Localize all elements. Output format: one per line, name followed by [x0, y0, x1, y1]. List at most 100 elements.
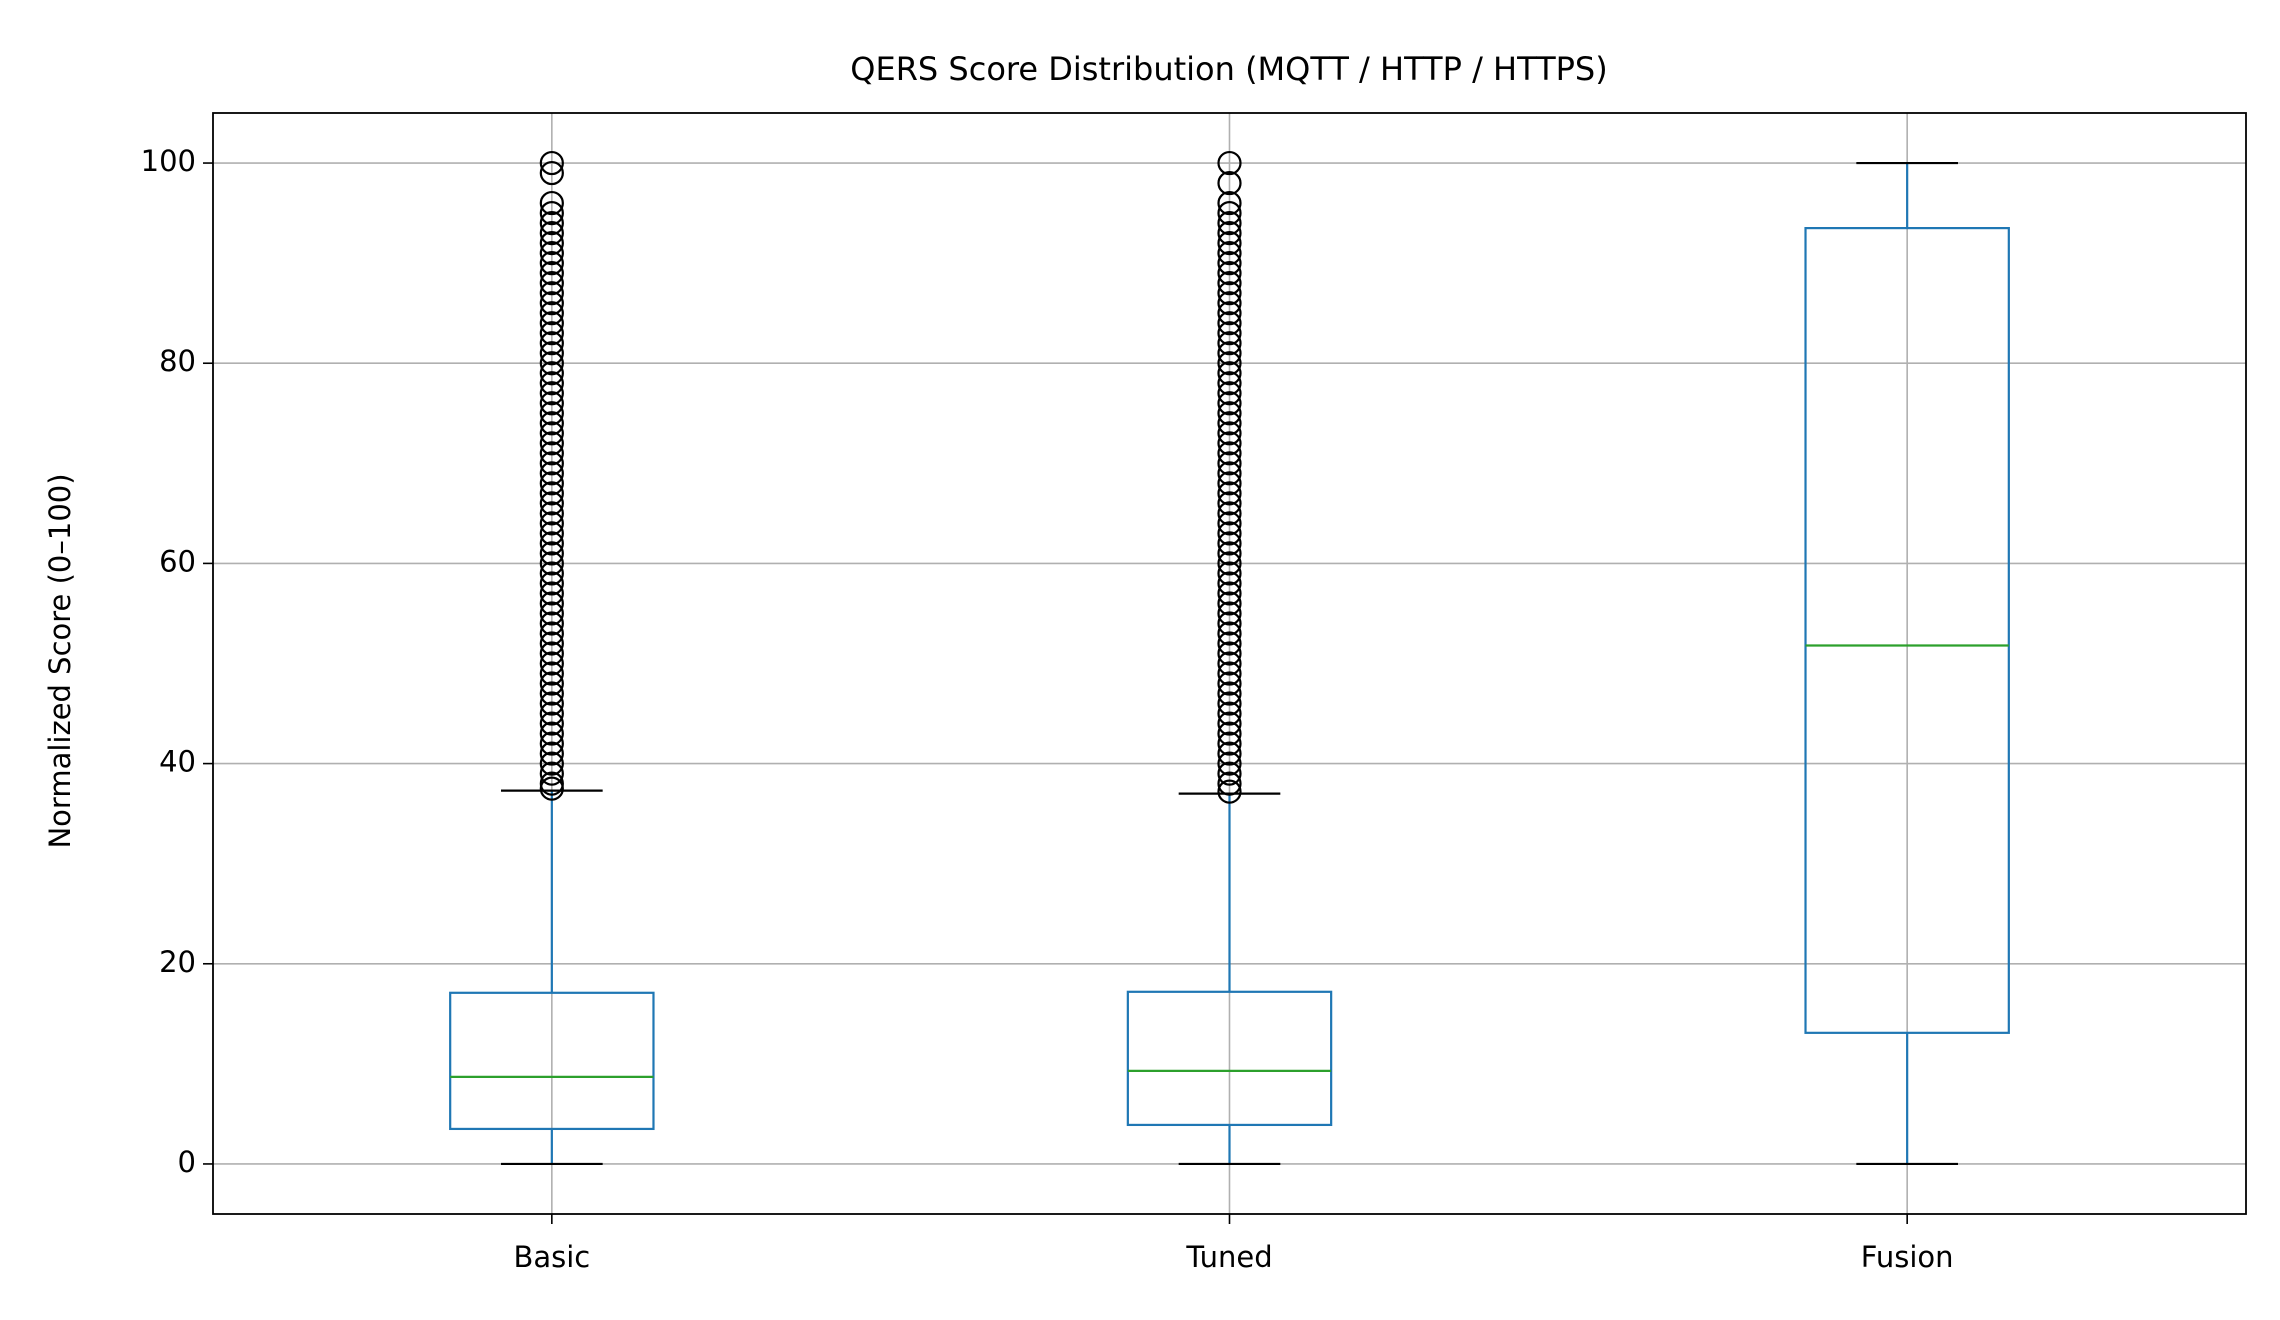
outlier	[539, 621, 564, 646]
y-tick-label: 40	[159, 745, 196, 779]
outlier	[539, 551, 564, 576]
outlier	[539, 311, 564, 336]
outlier	[1217, 381, 1242, 406]
outlier	[539, 251, 564, 276]
outlier	[1217, 581, 1242, 606]
outlier	[1217, 431, 1242, 456]
outlier	[1217, 741, 1242, 766]
x-tick-label: Fusion	[1861, 1240, 1954, 1274]
outlier	[539, 691, 564, 716]
outlier	[539, 241, 564, 266]
outlier	[539, 341, 564, 366]
outlier	[539, 541, 564, 566]
outlier	[539, 221, 564, 246]
outlier	[1217, 211, 1242, 236]
outlier	[1217, 401, 1242, 426]
outlier	[539, 721, 564, 746]
outlier	[1217, 681, 1242, 706]
outlier	[539, 421, 564, 446]
outlier	[539, 481, 564, 506]
outlier	[1217, 461, 1242, 486]
outlier	[1217, 711, 1242, 736]
outlier	[1217, 241, 1242, 266]
outlier	[1217, 301, 1242, 326]
outlier	[539, 321, 564, 346]
outlier	[1217, 621, 1242, 646]
outlier	[1217, 561, 1242, 586]
outlier	[1217, 779, 1242, 804]
outlier	[539, 591, 564, 616]
outlier	[1217, 491, 1242, 516]
outlier	[1217, 721, 1242, 746]
outlier	[539, 331, 564, 356]
outlier	[1217, 611, 1242, 636]
outlier	[1217, 601, 1242, 626]
outlier	[1217, 271, 1242, 296]
outlier	[1217, 200, 1242, 226]
outlier	[539, 461, 564, 486]
outlier	[539, 641, 564, 666]
outlier	[1217, 571, 1242, 596]
outlier	[1217, 591, 1242, 616]
y-tick-label: 60	[159, 544, 196, 578]
outlier	[539, 651, 564, 676]
outlier	[1217, 351, 1242, 376]
outlier	[539, 521, 564, 546]
outlier	[539, 751, 564, 776]
outlier	[1217, 291, 1242, 316]
outlier	[1217, 361, 1242, 386]
outlier	[539, 190, 564, 216]
outlier	[539, 271, 564, 296]
outlier	[1217, 701, 1242, 726]
y-axis-label: Normalized Score (0–100)	[43, 473, 77, 848]
box	[1804, 227, 2010, 1034]
outlier	[539, 381, 564, 406]
chart-title: QERS Score Distribution (MQTT / HTTP / H…	[850, 50, 1607, 88]
outlier	[539, 391, 564, 416]
outlier	[539, 491, 564, 516]
outlier	[539, 411, 564, 436]
plot-frame	[212, 112, 2247, 1215]
outlier	[539, 160, 564, 186]
outlier	[1217, 661, 1242, 686]
outlier	[1217, 331, 1242, 356]
outlier	[539, 681, 564, 706]
outlier	[539, 561, 564, 586]
outlier	[539, 451, 564, 476]
outlier	[539, 701, 564, 726]
outlier	[539, 741, 564, 766]
outlier	[539, 601, 564, 626]
outlier	[1217, 521, 1242, 546]
outlier	[1217, 281, 1242, 306]
outlier	[1217, 531, 1242, 556]
x-tick-label: Basic	[513, 1240, 590, 1274]
x-tick-label: Tuned	[1185, 1240, 1272, 1274]
outlier	[1217, 731, 1242, 756]
outlier	[539, 150, 564, 176]
outlier	[1217, 671, 1242, 696]
outlier	[1217, 501, 1242, 526]
outlier	[539, 361, 564, 386]
outlier	[1217, 321, 1242, 346]
outlier	[539, 581, 564, 606]
box	[449, 991, 655, 1131]
outlier	[1217, 651, 1242, 676]
outlier	[539, 441, 564, 466]
outlier	[1217, 371, 1242, 396]
outlier	[1217, 771, 1242, 796]
outlier	[539, 671, 564, 696]
outlier	[539, 401, 564, 426]
outlier	[1217, 231, 1242, 256]
outlier	[539, 771, 564, 796]
box	[1126, 990, 1333, 1127]
outlier	[1217, 511, 1242, 536]
outlier	[539, 611, 564, 636]
outlier	[539, 261, 564, 286]
outlier	[1217, 551, 1242, 576]
outlier	[539, 431, 564, 456]
outlier	[1217, 641, 1242, 666]
outlier	[1217, 751, 1242, 776]
outlier	[539, 471, 564, 496]
